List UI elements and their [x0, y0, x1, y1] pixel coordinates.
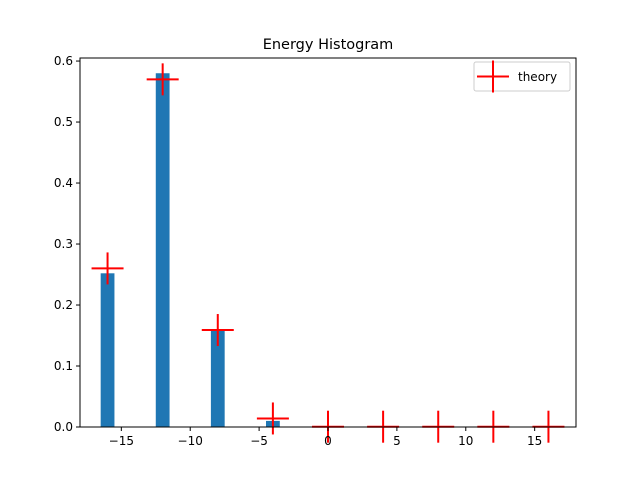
- histogram-bar: [155, 73, 170, 427]
- y-tick-label: 0.0: [54, 420, 73, 434]
- x-tick-label: 5: [393, 434, 401, 448]
- histogram-bar: [100, 273, 115, 427]
- histogram-bars: [100, 73, 280, 427]
- histogram-bar: [210, 330, 225, 427]
- y-axis: 0.0 0.1 0.2 0.3 0.4 0.5 0.6: [54, 54, 80, 434]
- x-tick-label: −10: [178, 434, 203, 448]
- theory-marker: [256, 402, 289, 435]
- x-tick-label: 10: [458, 434, 473, 448]
- y-tick-label: 0.1: [54, 359, 73, 373]
- x-axis: −15 −10 −5 0 5 10 15: [109, 427, 542, 448]
- theory-marker: [201, 314, 234, 347]
- theory-marker: [91, 252, 124, 285]
- legend-theory-label: theory: [518, 70, 557, 84]
- x-tick-label: −5: [250, 434, 268, 448]
- x-tick-label: 0: [324, 434, 332, 448]
- theory-marker: [146, 63, 179, 96]
- chart-title: Energy Histogram: [263, 37, 394, 53]
- y-tick-label: 0.4: [54, 176, 73, 190]
- x-tick-label: 15: [527, 434, 542, 448]
- y-tick-label: 0.5: [54, 115, 73, 129]
- y-tick-label: 0.2: [54, 298, 73, 312]
- legend-theory-marker: [477, 60, 509, 93]
- x-tick-label: −15: [109, 434, 134, 448]
- legend-box: [473, 61, 571, 92]
- y-tick-label: 0.3: [54, 237, 73, 251]
- legend: theory: [473, 60, 571, 93]
- y-tick-label: 0.6: [54, 54, 73, 68]
